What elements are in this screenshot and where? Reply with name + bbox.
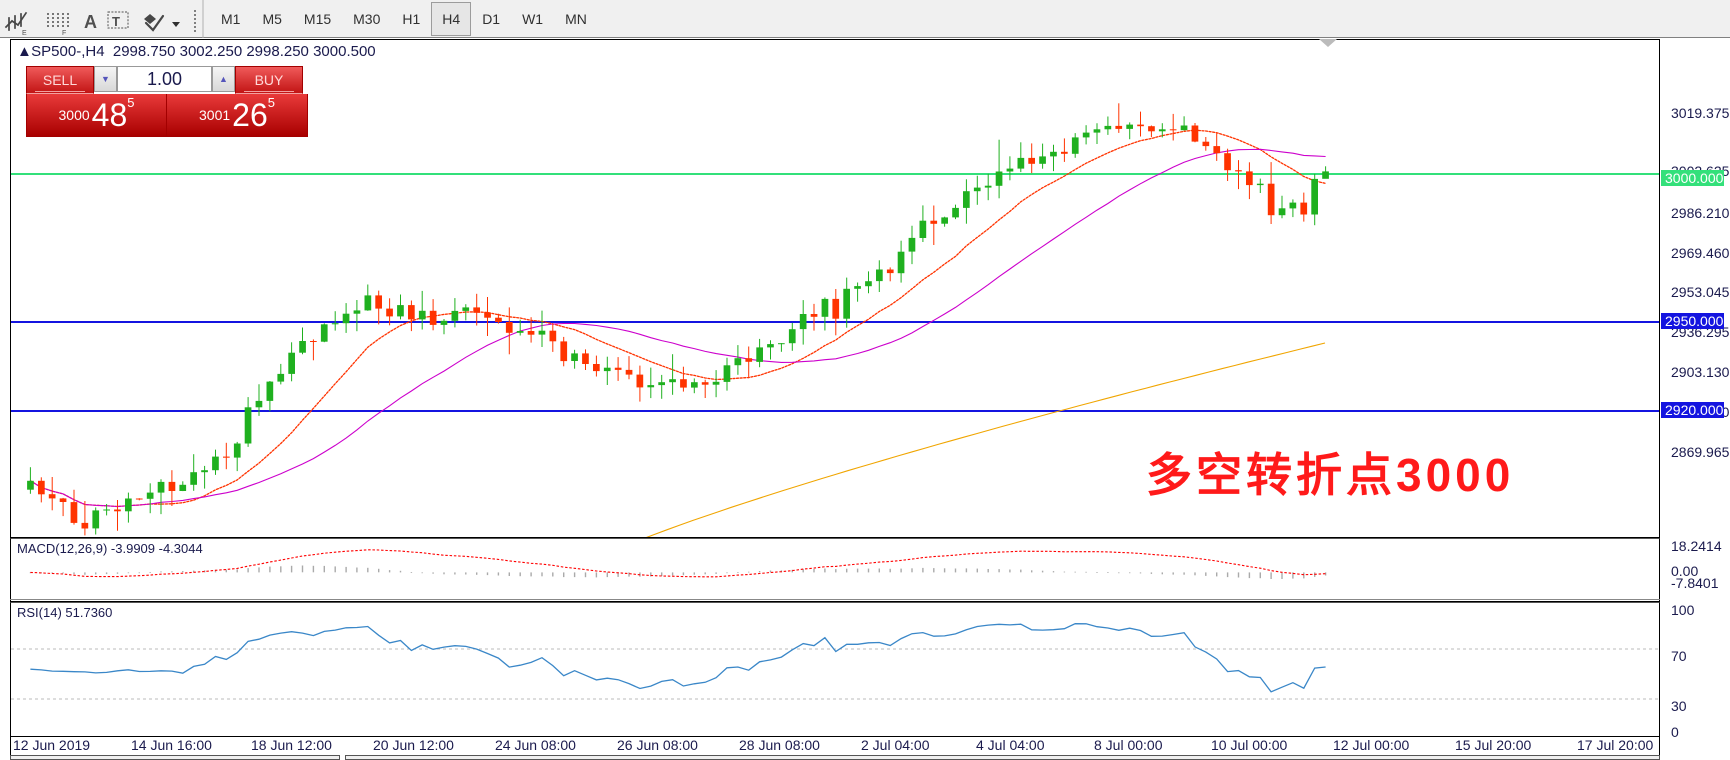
svg-text:F: F [62,30,66,37]
svg-text:A: A [84,12,97,32]
svg-text:E: E [22,30,27,37]
svg-text:T: T [112,14,120,29]
